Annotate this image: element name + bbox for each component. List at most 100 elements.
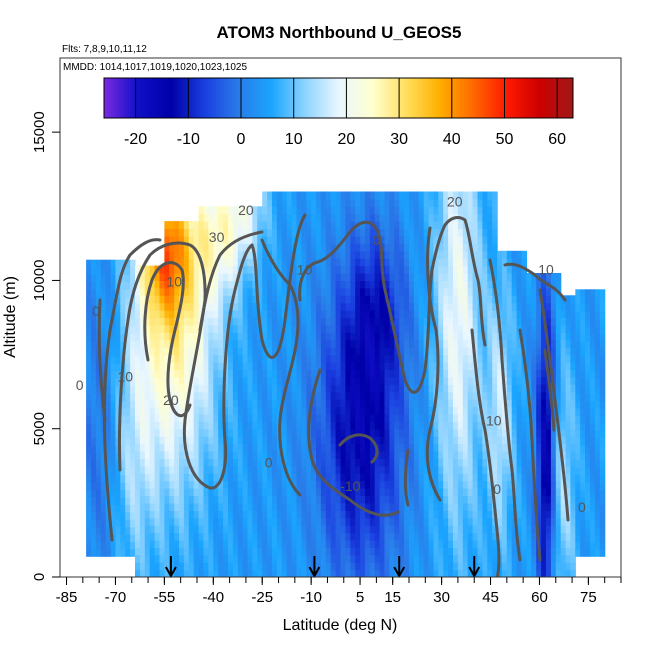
heatmap-cell [330,206,337,215]
heatmap-cell [472,443,479,452]
heatmap-cell [399,406,405,415]
heatmap-cell [179,324,185,333]
heatmap-cell [325,324,332,333]
heatmap-cell [555,510,562,519]
heatmap-cell [418,213,425,222]
heatmap-cell [252,213,258,222]
heatmap-cell [286,488,293,496]
heatmap-cell [306,480,312,489]
heatmap-cell [477,562,483,571]
heatmap-cell [467,480,474,489]
heatmap-cell [91,326,97,335]
heatmap-cell [394,436,400,445]
heatmap-cell [457,258,464,267]
heatmap-cell [585,385,591,394]
heatmap-cell [154,510,161,519]
heatmap-cell [360,569,366,577]
heatmap-cell [502,480,508,489]
heatmap-cell [570,324,576,333]
heatmap-cell [174,302,180,311]
heatmap-cell [409,480,415,489]
heatmap-cell [428,539,435,548]
heatmap-cell [482,347,488,356]
heatmap-cell [502,250,508,259]
heatmap-cell [418,510,425,519]
heatmap-cell [526,354,532,363]
heatmap-cell [438,517,444,526]
heatmap-cell [139,554,146,563]
heatmap-cell [154,324,161,333]
heatmap-cell [120,534,126,542]
heatmap-cell [384,191,390,200]
heatmap-cell [394,280,400,289]
heatmap-cell [320,258,327,267]
heatmap-cell [100,296,107,305]
heatmap-cell [110,534,117,542]
heatmap-cell [198,451,205,459]
heatmap-cell [144,488,151,496]
heatmap-cell [291,562,298,571]
heatmap-cell [546,532,552,541]
heatmap-cell [482,198,488,207]
heatmap-cell [91,459,97,468]
heatmap-cell [516,495,523,504]
heatmap-cell [457,473,464,482]
heatmap-cell [95,430,102,439]
heatmap-cell [565,362,572,370]
heatmap-cell [502,258,508,267]
heatmap-cell [247,473,253,482]
heatmap-cell [467,436,474,445]
heatmap-cell [550,517,557,526]
heatmap-cell [399,302,405,311]
heatmap-cell [247,495,253,504]
heatmap-cell [203,488,209,496]
heatmap-cell [565,399,572,408]
heatmap-cell [438,191,444,200]
heatmap-cell [594,467,601,476]
heatmap-cell [492,317,498,326]
heatmap-cell [443,436,449,445]
heatmap-cell [272,539,278,548]
heatmap-cell [203,243,209,252]
heatmap-cell [550,451,557,459]
heatmap-cell [296,265,302,274]
heatmap-cell [521,295,527,304]
heatmap-cell [413,280,420,289]
heatmap-cell [232,480,239,489]
heatmap-cell [91,504,97,513]
heatmap-cell [423,391,430,400]
heatmap-cell [580,356,586,365]
heatmap-cell [585,445,591,453]
heatmap-cell [120,311,126,320]
heatmap-cell [394,317,400,326]
heatmap-cell [159,480,165,489]
heatmap-cell [257,302,263,311]
heatmap-cell [232,221,239,230]
heatmap-cell [404,399,410,408]
heatmap-cell [472,221,479,230]
heatmap-cell [521,273,527,281]
heatmap-cell [208,421,214,430]
heatmap-cell [492,310,498,319]
heatmap-cell [115,363,121,372]
heatmap-cell [100,274,107,283]
heatmap-cell [193,532,200,541]
heatmap-cell [262,287,268,296]
heatmap-cell [497,413,503,422]
heatmap-cell [585,408,591,416]
heatmap-cell [345,221,351,230]
heatmap-cell [164,354,170,363]
heatmap-cell [492,569,498,577]
heatmap-cell [531,339,537,348]
heatmap-cell [492,265,498,274]
heatmap-cell [443,495,449,504]
heatmap-cell [384,235,390,244]
heatmap-cell [203,517,209,526]
heatmap-cell [125,489,131,498]
heatmap-cell [394,525,400,534]
heatmap-cell [487,399,493,408]
heatmap-cell [384,280,390,289]
heatmap-cell [179,258,185,267]
heatmap-cell [262,310,268,319]
heatmap-cell [208,243,214,252]
